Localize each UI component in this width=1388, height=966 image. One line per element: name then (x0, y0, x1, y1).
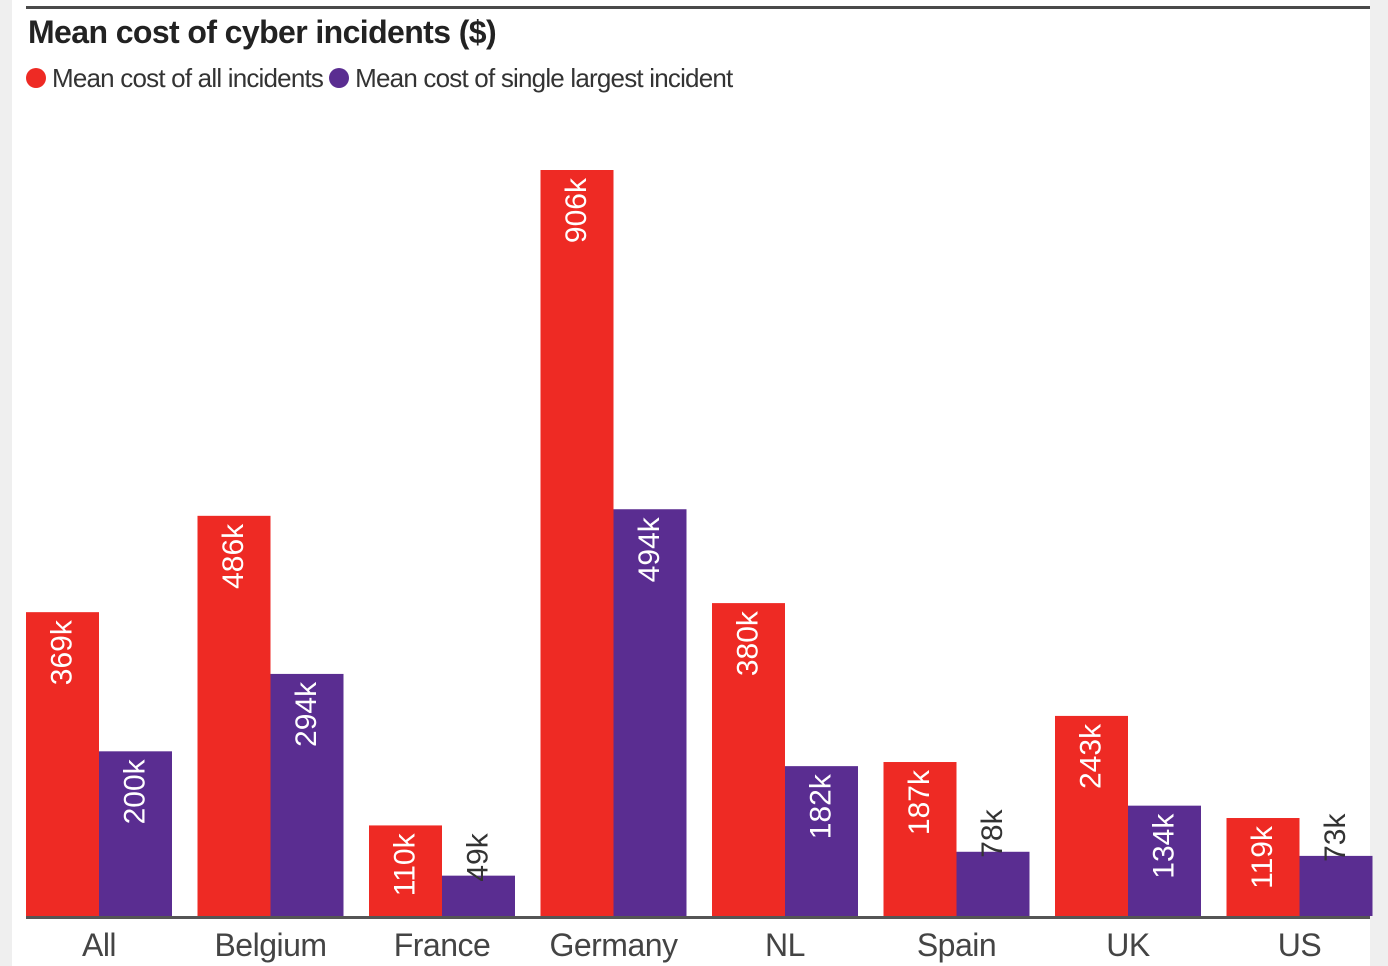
value-label-all-incidents-belgium: 486k (217, 523, 250, 589)
bar-largest-incident-spain (956, 851, 1030, 916)
value-label-all-incidents-france: 110k (389, 832, 422, 896)
value-label-largest-incident-uk: 134k (1148, 813, 1181, 879)
category-label-all: All (82, 927, 116, 963)
legend-item-all-incidents: Mean cost of all incidents (26, 62, 324, 94)
category-label-nl: NL (765, 927, 805, 963)
bar-all-incidents-uk (1055, 715, 1128, 916)
value-label-largest-incident-spain: 78k (976, 808, 1009, 857)
value-label-largest-incident-france: 49k (462, 832, 495, 881)
bar-all-incidents-all (26, 612, 99, 916)
bar-all-incidents-france (369, 825, 442, 916)
left-margin-strip (0, 0, 12, 966)
value-label-largest-incident-belgium: 294k (290, 681, 323, 747)
bar-largest-incident-nl (785, 766, 858, 916)
value-label-largest-incident-germany: 494k (633, 516, 666, 582)
legend-swatch-largest-incident (329, 68, 350, 88)
value-label-all-incidents-nl: 380k (732, 610, 765, 676)
chart-legend: Mean cost of all incidents Mean cost of … (26, 62, 733, 94)
category-label-uk: UK (1106, 927, 1150, 963)
x-axis-line (26, 916, 1370, 919)
bar-largest-incident-all (99, 751, 172, 916)
bar-all-incidents-nl (712, 603, 785, 916)
legend-item-largest-incident: Mean cost of single largest incident (329, 62, 733, 94)
value-label-all-incidents-uk: 243k (1075, 723, 1108, 789)
bar-all-incidents-us (1226, 818, 1300, 916)
category-label-spain: Spain (917, 927, 996, 963)
value-label-all-incidents-spain: 187k (903, 769, 936, 835)
bar-all-incidents-germany (540, 170, 614, 916)
right-margin-strip (1370, 0, 1388, 966)
bar-largest-incident-us (1299, 855, 1373, 916)
bar-largest-incident-germany (613, 509, 687, 916)
bar-largest-incident-uk (1128, 805, 1201, 916)
category-label-france: France (394, 927, 491, 963)
category-label-belgium: Belgium (214, 927, 326, 963)
value-label-all-incidents-all: 369k (46, 619, 79, 685)
category-label-us: US (1278, 927, 1321, 963)
bar-largest-incident-belgium (270, 673, 344, 916)
bar-largest-incident-france (442, 875, 515, 916)
bar-all-incidents-spain (883, 762, 957, 916)
value-label-largest-incident-nl: 182k (805, 773, 838, 839)
value-label-all-incidents-germany: 906k (560, 177, 593, 243)
value-label-all-incidents-us: 119k (1246, 825, 1279, 889)
bar-all-incidents-belgium (197, 515, 271, 916)
chart-title: Mean cost of cyber incidents ($) (28, 14, 497, 50)
legend-label-largest-incident: Mean cost of single largest incident (355, 62, 733, 93)
legend-label-all-incidents: Mean cost of all incidents (52, 62, 324, 93)
legend-swatch-all-incidents (26, 68, 46, 88)
category-label-germany: Germany (549, 927, 678, 963)
top-rule (26, 6, 1370, 9)
value-label-largest-incident-us: 73k (1319, 813, 1352, 862)
value-label-largest-incident-all: 200k (119, 758, 152, 824)
